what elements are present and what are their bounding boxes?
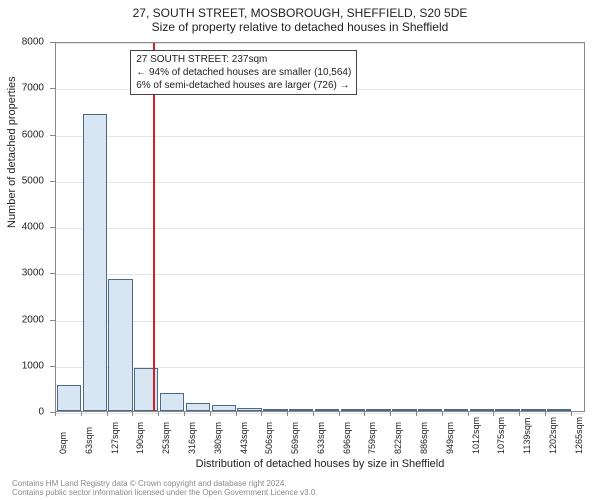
x-tick-mark xyxy=(571,412,572,416)
x-tick-mark xyxy=(416,412,417,416)
x-tick-mark xyxy=(261,412,262,416)
bar xyxy=(315,409,339,411)
y-tick-label: 1000 xyxy=(22,360,44,371)
bar xyxy=(418,409,442,411)
x-axis-label: Distribution of detached houses by size … xyxy=(55,458,585,470)
bar xyxy=(237,408,261,411)
x-tick-label: 696sqm xyxy=(342,422,352,454)
x-tick-label: 1012sqm xyxy=(471,417,481,454)
x-tick-label: 759sqm xyxy=(367,422,377,454)
y-tick-mark xyxy=(50,135,55,136)
x-tick-mark xyxy=(442,412,443,416)
x-tick-mark xyxy=(364,412,365,416)
y-tick-label: 5000 xyxy=(22,175,44,186)
bar xyxy=(392,409,416,411)
x-tick-mark xyxy=(184,412,185,416)
annotation-line: 27 SOUTH STREET: 237sqm xyxy=(136,53,351,66)
bars xyxy=(56,43,584,411)
x-tick-mark xyxy=(545,412,546,416)
y-tick-label: 4000 xyxy=(22,222,44,233)
footer-credits: Contains HM Land Registry data © Crown c… xyxy=(12,479,318,498)
y-tick-mark xyxy=(50,227,55,228)
x-tick-label: 569sqm xyxy=(290,422,300,454)
bar xyxy=(134,368,158,411)
y-tick-mark xyxy=(50,273,55,274)
x-tick-label: 0sqm xyxy=(58,432,68,454)
y-tick-mark xyxy=(50,88,55,89)
x-tick-label: 253sqm xyxy=(161,422,171,454)
x-tick-label: 443sqm xyxy=(239,422,249,454)
y-tick-mark xyxy=(50,366,55,367)
y-axis-label: Number of detached properties xyxy=(6,76,18,228)
x-tick-mark xyxy=(158,412,159,416)
x-tick-label: 1202sqm xyxy=(548,417,558,454)
x-tick-label: 1139sqm xyxy=(522,418,532,454)
annotation-line: ← 94% of detached houses are smaller (10… xyxy=(136,66,351,79)
y-tick-label: 0 xyxy=(38,407,44,418)
x-tick-label: 949sqm xyxy=(445,422,455,454)
x-tick-mark xyxy=(468,412,469,416)
x-tick-label: 1265sqm xyxy=(574,417,584,454)
footer-line2: Contains public sector information licen… xyxy=(12,488,318,498)
x-tick-mark xyxy=(313,412,314,416)
x-tick-mark xyxy=(107,412,108,416)
bar xyxy=(470,409,494,411)
x-tick-mark xyxy=(390,412,391,416)
x-tick-mark xyxy=(287,412,288,416)
x-tick-label: 822sqm xyxy=(393,422,403,454)
chart-title-line2: Size of property relative to detached ho… xyxy=(0,20,600,38)
x-tick-label: 63sqm xyxy=(84,427,94,454)
bar xyxy=(444,409,468,411)
bar xyxy=(212,405,236,411)
bar xyxy=(521,409,545,411)
chart-title-line1: 27, SOUTH STREET, MOSBOROUGH, SHEFFIELD,… xyxy=(0,0,600,20)
y-tick-label: 8000 xyxy=(22,37,44,48)
bar xyxy=(108,279,132,411)
x-tick-label: 127sqm xyxy=(110,422,120,454)
bar xyxy=(341,409,365,411)
x-tick-mark xyxy=(519,412,520,416)
bar xyxy=(289,409,313,411)
y-tick-label: 6000 xyxy=(22,129,44,140)
y-tick-mark xyxy=(50,181,55,182)
reference-line xyxy=(153,43,155,411)
y-tick-mark xyxy=(50,320,55,321)
x-tick-label: 316sqm xyxy=(187,422,197,454)
x-tick-label: 190sqm xyxy=(135,422,145,454)
bar xyxy=(160,393,184,412)
bar xyxy=(186,403,210,411)
x-tick-label: 506sqm xyxy=(264,422,274,454)
y-tick-mark xyxy=(50,42,55,43)
x-tick-mark xyxy=(493,412,494,416)
x-tick-label: 633sqm xyxy=(316,422,326,454)
y-tick-label: 2000 xyxy=(22,314,44,325)
bar xyxy=(495,409,519,411)
x-tick-label: 886sqm xyxy=(419,422,429,454)
x-tick-mark xyxy=(210,412,211,416)
x-tick-mark xyxy=(132,412,133,416)
footer-line1: Contains HM Land Registry data © Crown c… xyxy=(12,479,318,489)
bar xyxy=(547,409,571,411)
x-tick-mark xyxy=(81,412,82,416)
y-tick-label: 7000 xyxy=(22,83,44,94)
plot-area: 27 SOUTH STREET: 237sqm← 94% of detached… xyxy=(55,42,585,412)
bar xyxy=(366,409,390,411)
x-tick-mark xyxy=(55,412,56,416)
annotation-line: 6% of semi-detached houses are larger (7… xyxy=(136,79,351,92)
y-tick-label: 3000 xyxy=(22,268,44,279)
x-tick-label: 1075sqm xyxy=(496,417,506,454)
annotation-box: 27 SOUTH STREET: 237sqm← 94% of detached… xyxy=(130,50,357,95)
bar xyxy=(83,114,107,411)
x-tick-label: 380sqm xyxy=(213,422,223,454)
x-tick-mark xyxy=(236,412,237,416)
bar xyxy=(263,409,287,411)
bar xyxy=(57,385,81,411)
x-tick-mark xyxy=(339,412,340,416)
